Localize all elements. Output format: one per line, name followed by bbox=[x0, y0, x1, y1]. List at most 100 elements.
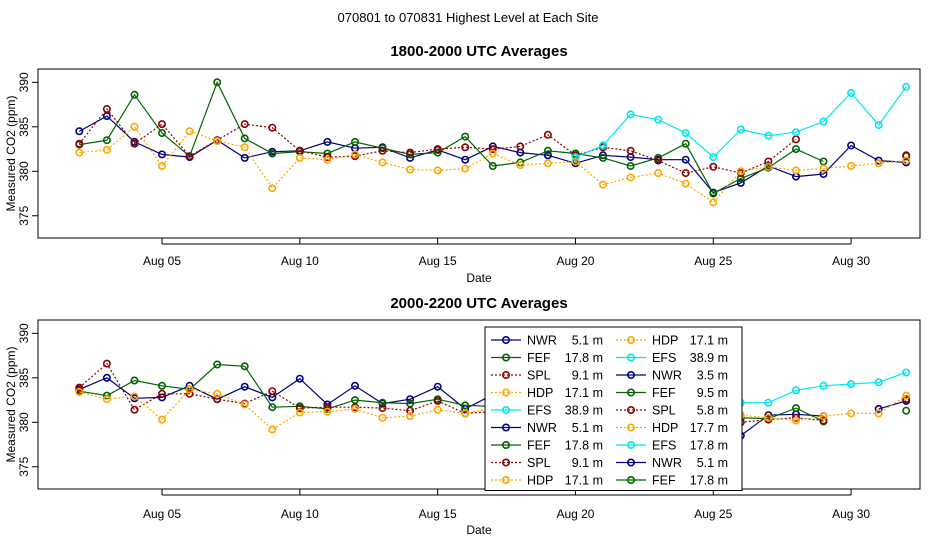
data-point-hdp bbox=[295, 153, 304, 162]
x-tick-label: Aug 15 bbox=[419, 254, 457, 268]
series-line-nwr bbox=[79, 115, 907, 194]
legend-label: EFS bbox=[652, 439, 676, 453]
data-point-hdp bbox=[461, 164, 470, 173]
data-point-hdp bbox=[819, 412, 828, 421]
legend-label: SPL bbox=[652, 404, 676, 418]
x-tick-label: Aug 05 bbox=[143, 507, 181, 521]
data-point-spl bbox=[130, 405, 139, 414]
data-point-spl bbox=[240, 120, 249, 129]
legend-height: 5.8 m bbox=[697, 404, 728, 418]
data-point-efs bbox=[764, 398, 773, 407]
series-fef bbox=[75, 78, 911, 198]
data-point-fef bbox=[488, 162, 497, 171]
x-tick-label: Aug 25 bbox=[694, 507, 732, 521]
y-tick-label: 380 bbox=[17, 161, 31, 181]
data-point-hdp bbox=[902, 156, 911, 165]
data-point-hdp bbox=[461, 409, 470, 418]
data-point-fef bbox=[158, 381, 167, 390]
legend-label: HDP bbox=[527, 386, 553, 400]
data-point-efs bbox=[847, 89, 856, 98]
legend-marker bbox=[626, 405, 635, 414]
data-point-hdp bbox=[75, 387, 84, 396]
data-point-fef bbox=[158, 129, 167, 138]
y-tick-label: 385 bbox=[17, 367, 31, 387]
data-point-hdp bbox=[185, 127, 194, 136]
data-point-spl bbox=[819, 416, 828, 425]
legend-label: NWR bbox=[527, 421, 557, 435]
data-point-hdp bbox=[130, 122, 139, 131]
data-point-hdp bbox=[709, 198, 718, 207]
data-point-spl bbox=[268, 387, 277, 396]
panel-2000-2200: 2000-2200 UTC Averages Aug 05 Aug 10 Aug 15… bbox=[4, 295, 921, 537]
data-point-fef bbox=[709, 189, 718, 198]
legend-height: 3.5 m bbox=[697, 369, 728, 383]
legend-label: NWR bbox=[652, 456, 682, 470]
panel-title: 1800-2000 UTC Averages bbox=[390, 43, 567, 60]
data-point-fef bbox=[791, 145, 800, 154]
legend-label: FEF bbox=[527, 439, 551, 453]
data-point-nwr bbox=[75, 127, 84, 136]
data-point-spl bbox=[433, 145, 442, 154]
legend-label: EFS bbox=[652, 351, 676, 365]
data-point-spl bbox=[158, 120, 167, 129]
figure-title: 070801 to 070831 Highest Level at Each S… bbox=[338, 10, 599, 25]
x-tick-label: Aug 10 bbox=[281, 254, 319, 268]
x-tick-label: Aug 15 bbox=[419, 507, 457, 521]
data-point-efs bbox=[819, 117, 828, 126]
legend-marker bbox=[501, 458, 510, 467]
data-point-hdp bbox=[240, 400, 249, 409]
data-point-hdp bbox=[102, 395, 111, 404]
series-line-hdp bbox=[79, 125, 907, 204]
series-line-fef bbox=[79, 80, 824, 195]
legend-height: 17.1 m bbox=[565, 474, 603, 488]
data-point-hdp bbox=[323, 407, 332, 416]
legend-marker bbox=[626, 475, 635, 484]
panel-title: 2000-2200 UTC Averages bbox=[390, 295, 567, 312]
data-point-nwr bbox=[874, 156, 883, 165]
data-point-efs bbox=[654, 115, 663, 124]
data-point-hdp bbox=[213, 137, 222, 146]
legend-label: HDP bbox=[652, 421, 678, 435]
data-point-hdp bbox=[268, 184, 277, 193]
series-line-efs bbox=[575, 86, 907, 158]
data-point-spl bbox=[130, 139, 139, 148]
data-point-hdp bbox=[406, 165, 415, 174]
data-point-nwr bbox=[736, 178, 745, 187]
data-point-spl bbox=[102, 105, 111, 114]
data-point-hdp bbox=[295, 408, 304, 417]
legend-height: 17.8 m bbox=[565, 351, 603, 365]
data-point-efs bbox=[571, 153, 580, 162]
data-point-spl bbox=[158, 389, 167, 398]
data-point-fef bbox=[461, 132, 470, 141]
data-point-efs bbox=[874, 378, 883, 387]
data-point-fef bbox=[130, 376, 139, 385]
legend-height: 5.1 m bbox=[697, 456, 728, 470]
data-point-spl bbox=[185, 389, 194, 398]
legend-box bbox=[484, 326, 743, 491]
data-point-nwr bbox=[819, 170, 828, 179]
legend-label: SPL bbox=[527, 369, 551, 383]
legend-label: SPL bbox=[527, 456, 551, 470]
legend-marker bbox=[626, 458, 635, 467]
y-tick-label: 385 bbox=[17, 116, 31, 136]
legend-height: 17.8 m bbox=[690, 439, 728, 453]
data-point-efs bbox=[764, 131, 773, 140]
legend-marker bbox=[501, 335, 510, 344]
data-point-spl bbox=[902, 395, 911, 404]
data-point-fef bbox=[543, 146, 552, 155]
data-point-hdp bbox=[378, 413, 387, 422]
data-point-hdp bbox=[433, 405, 442, 414]
data-point-fef bbox=[350, 137, 359, 146]
data-point-hdp bbox=[764, 413, 773, 422]
data-point-spl bbox=[406, 148, 415, 157]
data-point-nwr bbox=[406, 395, 415, 404]
x-axis-label: Date bbox=[466, 523, 492, 537]
data-point-fef bbox=[240, 134, 249, 143]
legend-height: 17.1 m bbox=[565, 386, 603, 400]
data-point-hdp bbox=[185, 385, 194, 394]
plot-frame bbox=[37, 68, 921, 239]
data-point-spl bbox=[488, 145, 497, 154]
legend-height: 5.1 m bbox=[572, 334, 603, 348]
legend-marker bbox=[626, 440, 635, 449]
data-point-spl bbox=[406, 406, 415, 415]
